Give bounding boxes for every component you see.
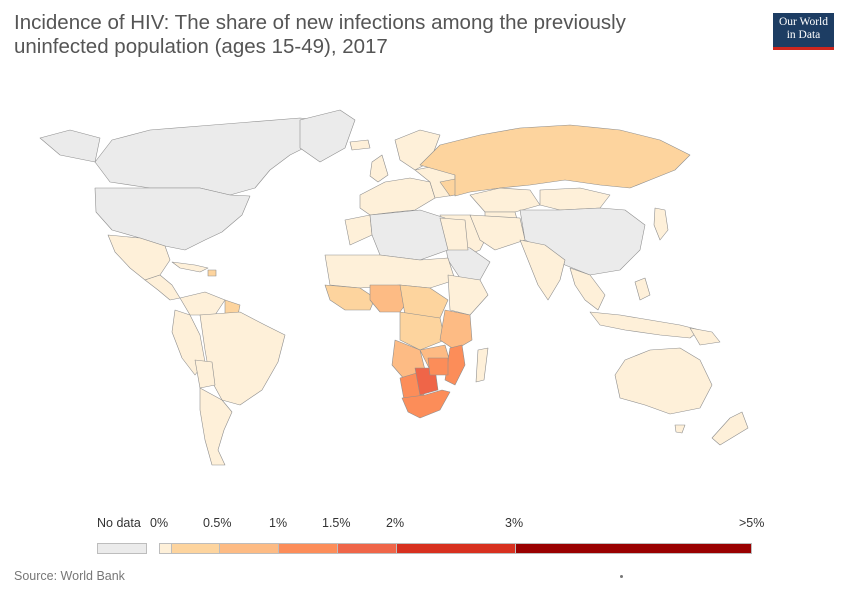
legend-bin-0[interactable] xyxy=(159,543,171,554)
country-haiti[interactable] xyxy=(207,269,217,277)
country-new-zealand[interactable] xyxy=(711,411,749,446)
legend-tick-6: >5% xyxy=(739,516,765,530)
country-venezuela[interactable] xyxy=(179,291,226,316)
owid-logo[interactable]: Our World in Data xyxy=(773,13,834,50)
legend-tick-2: 1% xyxy=(269,516,288,530)
legend-tick-5: 3% xyxy=(505,516,524,530)
country-west-africa[interactable] xyxy=(324,284,376,311)
country-south-africa[interactable] xyxy=(401,389,451,419)
country-brazil[interactable] xyxy=(199,311,286,406)
legend-bin-2[interactable] xyxy=(219,543,278,554)
legend-no-data-label: No data xyxy=(97,516,141,530)
country-egypt[interactable] xyxy=(439,217,469,251)
source-note: Source: World Bank xyxy=(14,569,125,583)
country-madagascar[interactable] xyxy=(475,347,489,383)
country-australia[interactable] xyxy=(614,347,713,415)
country-alaska[interactable] xyxy=(39,129,101,163)
country-algeria-libya[interactable] xyxy=(369,209,449,261)
legend-bin-1[interactable] xyxy=(171,543,219,554)
country-kenya-tanzania[interactable] xyxy=(439,309,473,351)
country-russia[interactable] xyxy=(419,124,691,197)
country-drc[interactable] xyxy=(399,311,446,351)
country-papua[interactable] xyxy=(689,327,721,346)
world-map xyxy=(39,109,749,466)
legend-tick-4: 2% xyxy=(386,516,405,530)
country-japan[interactable] xyxy=(653,207,669,241)
legend-no-data-swatch xyxy=(97,543,147,554)
country-mongolia[interactable] xyxy=(539,187,611,211)
legend-bin-3[interactable] xyxy=(278,543,337,554)
logo-line-1: Our World xyxy=(778,16,828,28)
country-morocco[interactable] xyxy=(344,214,373,246)
legend-tick-3: 1.5% xyxy=(322,516,351,530)
legend-color-scale xyxy=(159,543,752,554)
country-bolivia[interactable] xyxy=(194,359,216,389)
country-canada[interactable] xyxy=(94,117,336,196)
country-greenland[interactable] xyxy=(299,109,356,163)
country-usa[interactable] xyxy=(94,187,251,251)
country-southeast-asia[interactable] xyxy=(569,267,606,311)
country-philippines[interactable] xyxy=(634,277,651,301)
chart-title: Incidence of HIV: The share of new infec… xyxy=(14,11,626,58)
legend-bin-6[interactable] xyxy=(515,543,752,554)
country-indonesia[interactable] xyxy=(589,311,701,339)
decorative-dot xyxy=(620,575,623,578)
country-uk[interactable] xyxy=(369,154,389,183)
legend-tick-1: 0.5% xyxy=(203,516,232,530)
country-central-america[interactable] xyxy=(144,274,181,301)
country-iran-afghanistan[interactable] xyxy=(469,214,526,251)
legend-bin-5[interactable] xyxy=(396,543,515,554)
country-cuba[interactable] xyxy=(171,261,209,273)
country-india[interactable] xyxy=(519,239,566,301)
legend-tick-0: 0% xyxy=(150,516,169,530)
logo-line-2: in Data xyxy=(786,29,821,41)
country-zimbabwe[interactable] xyxy=(427,357,449,376)
country-sahel[interactable] xyxy=(324,254,456,289)
country-east-africa[interactable] xyxy=(447,274,489,316)
country-western-europe[interactable] xyxy=(359,177,436,216)
country-iceland[interactable] xyxy=(349,139,371,151)
country-tasmania[interactable] xyxy=(674,424,686,434)
legend-bin-4[interactable] xyxy=(337,543,396,554)
country-argentina-chile[interactable] xyxy=(199,387,233,466)
country-kazakhstan[interactable] xyxy=(469,187,541,213)
